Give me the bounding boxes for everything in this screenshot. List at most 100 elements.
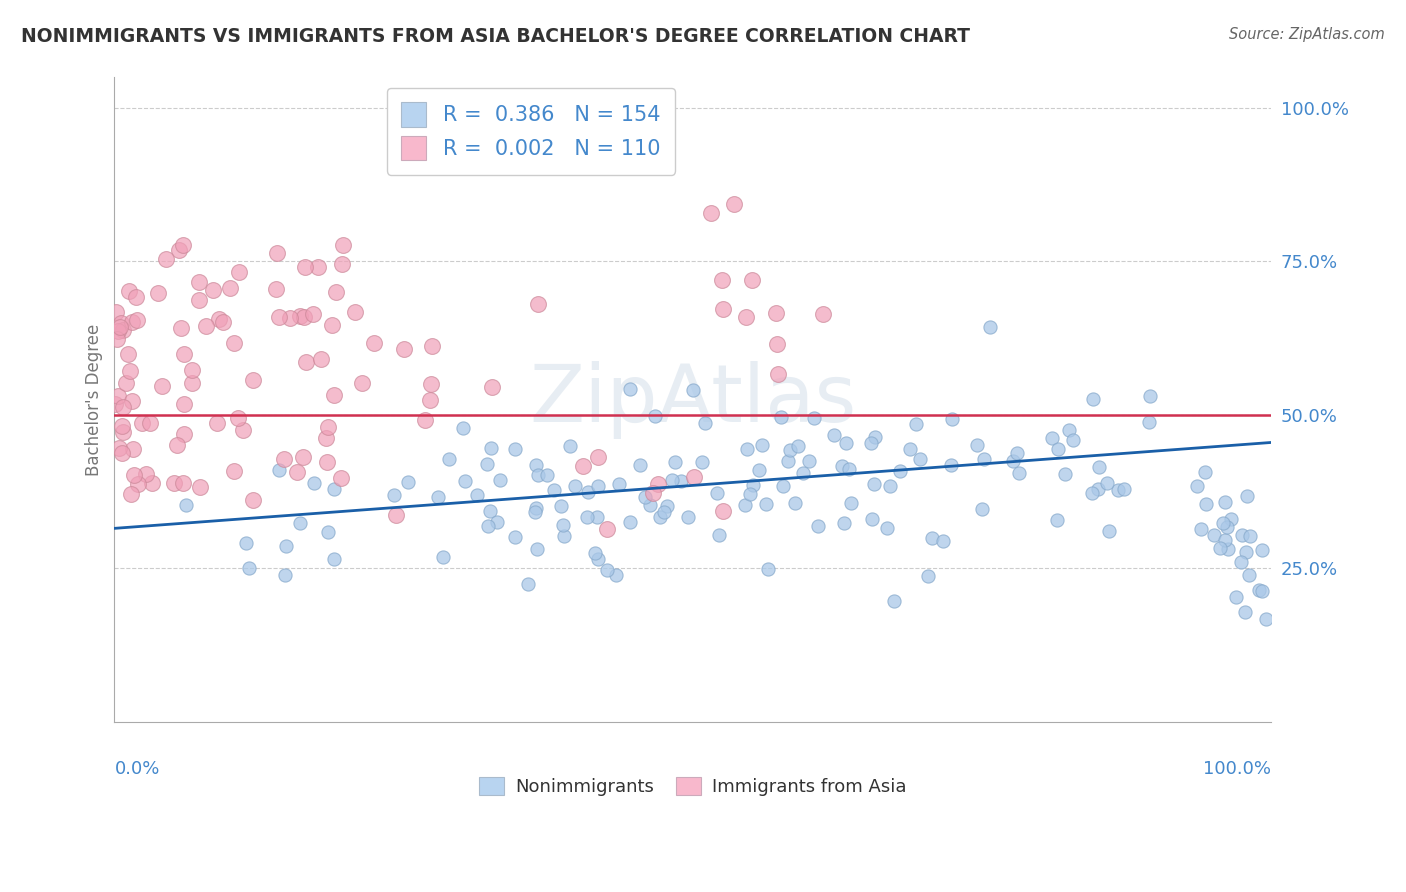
Point <box>301 307 323 321</box>
Point <box>111 419 134 434</box>
Point <box>1007 446 1029 460</box>
Point <box>385 508 408 522</box>
Point <box>208 312 231 326</box>
Point <box>325 285 347 300</box>
Point <box>638 498 661 512</box>
Point <box>543 483 565 498</box>
Point <box>526 541 548 556</box>
Point <box>201 283 224 297</box>
Point <box>104 397 127 411</box>
Point <box>232 423 254 437</box>
Point <box>908 452 931 467</box>
Point <box>110 316 132 330</box>
Point <box>276 539 298 553</box>
Point <box>451 420 474 434</box>
Point <box>419 377 441 392</box>
Point <box>174 499 197 513</box>
Point <box>1250 584 1272 599</box>
Point <box>224 335 246 350</box>
Point <box>932 533 955 548</box>
Point <box>1230 527 1253 541</box>
Point <box>1095 475 1118 490</box>
Point <box>876 521 898 535</box>
Point <box>1218 541 1240 556</box>
Point <box>751 438 773 452</box>
Point <box>127 477 149 491</box>
Point <box>865 429 887 443</box>
Point <box>839 496 862 510</box>
Point <box>173 397 195 411</box>
Y-axis label: Bachelor's Degree: Bachelor's Degree <box>86 324 103 475</box>
Point <box>291 450 314 464</box>
Point <box>107 324 129 338</box>
Point <box>242 493 264 508</box>
Point <box>741 273 763 287</box>
Point <box>1002 453 1025 467</box>
Point <box>205 416 228 430</box>
Point <box>104 305 127 319</box>
Point <box>485 515 508 529</box>
Point <box>690 454 713 468</box>
Point <box>166 438 188 452</box>
Point <box>831 458 853 473</box>
Point <box>481 380 503 394</box>
Point <box>138 416 160 430</box>
Point <box>111 323 134 337</box>
Point <box>1216 520 1239 534</box>
Point <box>1249 582 1271 597</box>
Point <box>294 355 316 369</box>
Point <box>108 320 131 334</box>
Point <box>786 439 808 453</box>
Point <box>776 454 799 468</box>
Point <box>195 318 218 333</box>
Point <box>706 486 728 500</box>
Point <box>315 431 337 445</box>
Point <box>576 485 599 500</box>
Point <box>188 480 211 494</box>
Point <box>1088 460 1111 475</box>
Point <box>172 237 194 252</box>
Point <box>187 275 209 289</box>
Point <box>131 417 153 431</box>
Point <box>392 343 415 357</box>
Point <box>170 321 193 335</box>
Point <box>676 510 699 524</box>
Point <box>551 517 574 532</box>
Point <box>595 522 617 536</box>
Point <box>1225 590 1247 604</box>
Point <box>516 576 538 591</box>
Point <box>586 510 609 524</box>
Point <box>266 246 288 260</box>
Point <box>350 376 373 391</box>
Point <box>1220 511 1243 525</box>
Point <box>1236 545 1258 559</box>
Point <box>235 536 257 550</box>
Point <box>883 594 905 608</box>
Point <box>1081 392 1104 406</box>
Point <box>748 463 770 477</box>
Point <box>1250 542 1272 557</box>
Point <box>316 455 339 469</box>
Point <box>238 561 260 575</box>
Point <box>648 510 671 524</box>
Point <box>1087 483 1109 497</box>
Point <box>742 478 765 492</box>
Point <box>607 477 630 491</box>
Point <box>419 393 441 408</box>
Point <box>294 260 316 274</box>
Point <box>634 490 657 504</box>
Point <box>330 257 353 271</box>
Point <box>309 352 332 367</box>
Point <box>292 310 315 324</box>
Point <box>898 442 921 457</box>
Point <box>735 310 758 325</box>
Point <box>792 466 814 480</box>
Point <box>921 532 943 546</box>
Point <box>226 410 249 425</box>
Point <box>643 485 665 500</box>
Point <box>734 499 756 513</box>
Point <box>307 260 329 274</box>
Text: Source: ZipAtlas.com: Source: ZipAtlas.com <box>1229 27 1385 42</box>
Point <box>1098 524 1121 539</box>
Point <box>693 417 716 431</box>
